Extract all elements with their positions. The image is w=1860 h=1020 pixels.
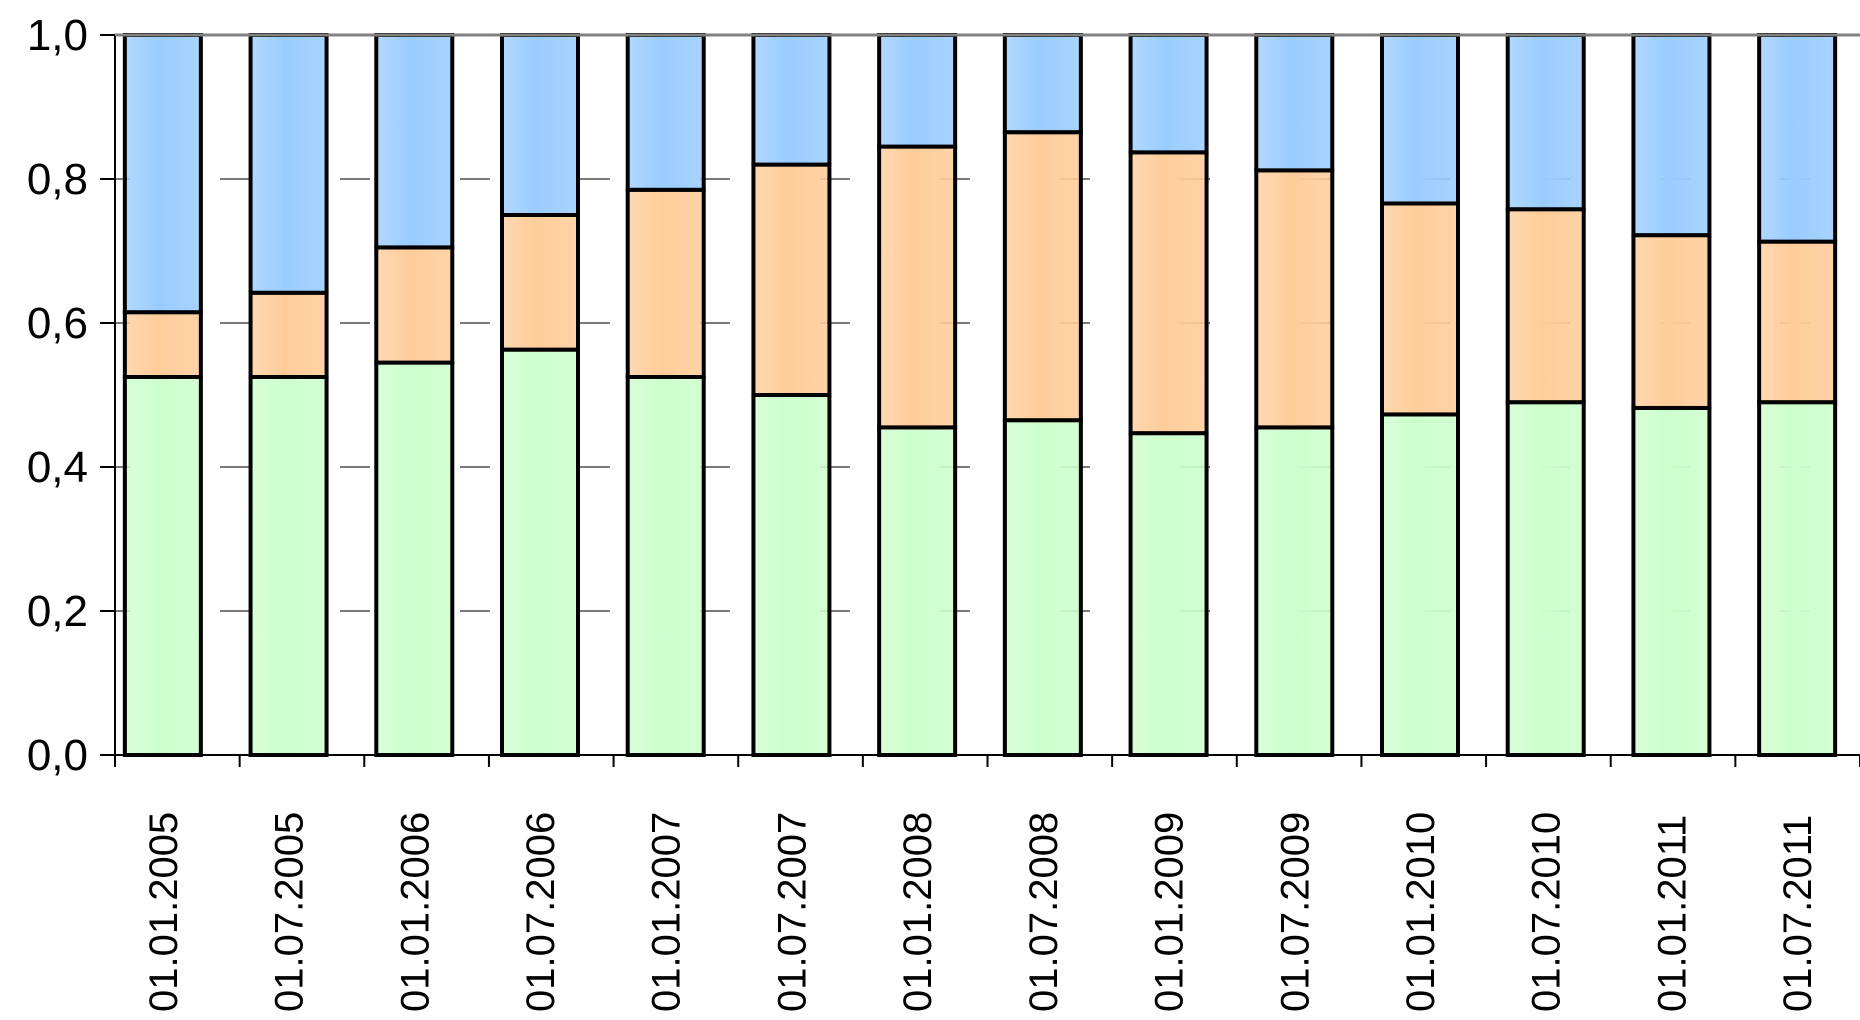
- y-tick-labels: 0,0 0,2 0,4 0,6 0,8 1,0: [27, 11, 88, 780]
- bar-segment: [122, 33, 203, 315]
- bar-segment: [1002, 33, 1083, 135]
- bar-segment: [374, 360, 455, 757]
- bar-segment: [1002, 130, 1083, 423]
- bar-segment: [1380, 33, 1460, 206]
- x-tick-label: 01.01.2006: [393, 812, 437, 1012]
- x-tick-label: 01.07.2009: [1273, 812, 1317, 1012]
- y-tick-label: 0,6: [27, 299, 88, 348]
- x-tick-label: 01.01.2011: [1650, 815, 1694, 1012]
- bar-segment: [1380, 201, 1460, 417]
- bar-segment: [751, 162, 832, 397]
- bar-segment: [122, 375, 203, 757]
- bar-segment: [122, 310, 203, 380]
- x-tick-label: 01.07.2005: [268, 812, 312, 1012]
- bar-segment: [1757, 239, 1838, 405]
- y-tick-label: 0,4: [27, 443, 88, 492]
- x-tick-label: 01.01.2007: [645, 812, 689, 1012]
- bar-segment: [877, 425, 958, 757]
- x-tick-label: 01.07.2010: [1525, 812, 1569, 1012]
- bar-segment: [1757, 400, 1838, 757]
- bar-segment: [500, 33, 580, 217]
- axes: [100, 33, 1860, 767]
- y-tick-label: 0,0: [27, 731, 88, 780]
- bar-segment: [1002, 418, 1083, 757]
- x-tick-label: 01.07.2008: [1022, 812, 1066, 1012]
- bar-segment: [1505, 33, 1586, 212]
- bar-segment: [1128, 431, 1209, 757]
- x-tick-label: 01.07.2006: [519, 812, 563, 1012]
- y-tick-label: 1,0: [27, 11, 88, 60]
- y-tick-label: 0,8: [27, 155, 88, 204]
- y-tick-label: 0,2: [27, 587, 88, 636]
- bar-segment: [1128, 150, 1209, 436]
- bar-segment: [1380, 412, 1460, 757]
- x-tick-label: 01.01.2010: [1399, 812, 1443, 1012]
- bar-segment: [248, 290, 329, 380]
- x-tick-label: 01.01.2009: [1148, 812, 1192, 1012]
- bar-segment: [1254, 425, 1335, 757]
- bar-segment: [877, 33, 958, 149]
- bar-segment: [625, 187, 706, 379]
- bar-segment: [1631, 233, 1712, 410]
- bars: [122, 33, 1838, 757]
- bar-segment: [1631, 405, 1712, 757]
- gridlines: [100, 34, 1860, 612]
- bar-segment: [1505, 400, 1586, 757]
- bar-segment: [248, 375, 329, 757]
- bar-segment: [248, 33, 329, 295]
- bar-segment: [500, 347, 580, 757]
- x-tick-label: 01.07.2007: [770, 812, 814, 1012]
- x-tick-label: 01.01.2008: [896, 812, 940, 1012]
- bar-segment: [500, 213, 580, 352]
- bar-segment: [1757, 33, 1838, 244]
- bar-segment: [1254, 168, 1335, 430]
- bar-segment: [374, 33, 455, 250]
- bar-segment: [1254, 33, 1335, 173]
- bar-segment: [625, 375, 706, 757]
- bar-segment: [751, 393, 832, 757]
- bar-segment: [751, 33, 832, 167]
- bar-segment: [374, 245, 455, 365]
- bar-segment: [1128, 33, 1209, 155]
- x-tick-labels: 01.01.2005 01.07.2005 01.01.2006 01.07.2006…: [142, 812, 1820, 1012]
- x-tick-label: 01.07.2011: [1776, 815, 1820, 1012]
- bar-segment: [1505, 207, 1586, 405]
- x-tick-label: 01.01.2005: [142, 812, 186, 1012]
- bar-segment: [877, 144, 958, 430]
- bar-segment: [1631, 33, 1712, 238]
- bar-segment: [625, 33, 706, 192]
